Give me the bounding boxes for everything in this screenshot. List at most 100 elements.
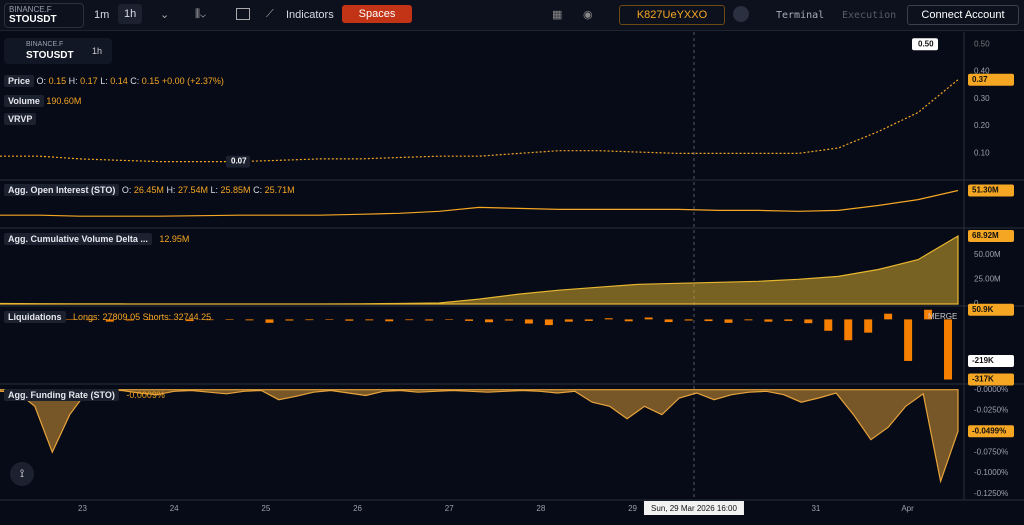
liq-bar — [225, 319, 234, 320]
y-tick-label: 0.30 — [974, 94, 990, 103]
liq-bar — [365, 319, 374, 321]
liq-bar — [664, 319, 673, 323]
x-tick-label: 26 — [353, 504, 362, 513]
funding-legend: Agg. Funding Rate (STO) -0.0009% — [4, 389, 165, 401]
high-label: 0.50 — [918, 39, 934, 48]
liq-bar — [325, 319, 334, 320]
x-tick-label: 31 — [811, 504, 820, 513]
liq-bar — [524, 319, 533, 324]
value-box — [968, 73, 1014, 86]
liq-bar — [405, 319, 414, 321]
interval[interactable]: 1m — [94, 9, 110, 21]
liq-bar — [704, 319, 713, 322]
account-button[interactable]: K827UeYXXO — [619, 5, 725, 25]
value: (+2.37%) — [187, 76, 224, 86]
liq-bar — [65, 319, 74, 320]
oi-legend: Agg. Open Interest (STO) O: 26.45M H: 27… — [4, 184, 295, 196]
value: 0.14 — [110, 76, 128, 86]
liq-bar — [425, 319, 434, 321]
value: -0.0009% — [126, 390, 165, 400]
field-label: C: — [253, 185, 263, 195]
spaces-button[interactable]: Spaces — [342, 5, 412, 23]
field-label: L: — [100, 76, 108, 86]
value-box-label: -317K — [972, 375, 994, 384]
interval[interactable]: 1h — [118, 4, 143, 24]
label: Agg. Open Interest (STO) — [4, 184, 120, 196]
label: Volume — [4, 95, 44, 107]
high-axis: 0.50 — [974, 39, 990, 48]
value: 27.54M — [177, 185, 208, 195]
liq-bar — [245, 319, 254, 321]
exchange: BINANCE.F — [26, 41, 64, 48]
tab[interactable]: Terminal — [776, 10, 825, 21]
value: 26.45M — [133, 185, 164, 195]
tab[interactable]: Execution — [842, 10, 897, 21]
chart-type[interactable]: ⫼⌄ — [195, 8, 206, 20]
value-box — [968, 229, 1014, 242]
value-box-label: 51.30M — [972, 186, 999, 195]
liq-bar — [205, 319, 214, 321]
liq-bar — [684, 319, 693, 321]
liq-bar — [105, 319, 114, 322]
high-box — [912, 38, 938, 51]
label: Agg. Funding Rate (STO) — [4, 389, 119, 401]
value-box-label: 68.92M — [972, 231, 999, 240]
y-tick-label: 0.20 — [974, 121, 990, 130]
field-label: H: — [166, 185, 176, 195]
liq-bar — [125, 319, 134, 321]
label: Liquidations — [4, 311, 66, 323]
cvd-legend: Agg. Cumulative Volume Delta ... 12.95M — [4, 233, 189, 245]
shorts: Shorts: 32744.25 — [142, 312, 212, 322]
y-tick-label: -0.1250% — [974, 489, 1008, 498]
y-tick-label: 0.50 — [974, 39, 990, 48]
funding-area — [0, 389, 959, 484]
indicators[interactable]: Indicators — [286, 9, 334, 21]
low-box — [226, 155, 250, 168]
interval: 1h — [92, 46, 103, 56]
liq-bar — [884, 313, 893, 320]
liq-bar — [624, 319, 633, 322]
liq-bar — [564, 319, 573, 322]
liq-bar — [904, 319, 913, 361]
y-tick-label: -0.1000% — [974, 468, 1008, 477]
liq-bar — [465, 319, 474, 321]
y-tick-label: 0.10 — [974, 149, 990, 158]
y-tick-label: -0.0750% — [974, 447, 1008, 456]
liq-bar — [764, 319, 773, 322]
liq-bar — [285, 319, 294, 321]
liq-bar — [864, 319, 873, 333]
cvd-area — [0, 234, 959, 305]
camera-icon[interactable]: ◉ — [583, 9, 593, 21]
logo[interactable]: ⟟ — [10, 462, 34, 486]
y-tick-label: 25.00M — [974, 274, 1001, 283]
price-legend: Price O: 0.15 H: 0.17 L: 0.14 C: 0.15 +0… — [4, 75, 224, 87]
y-tick-label: 0.40 — [974, 67, 990, 76]
label: Agg. Cumulative Volume Delta ... — [4, 233, 152, 245]
connect-button[interactable]: Connect Account — [907, 5, 1019, 25]
grid-icon[interactable]: ▦ — [552, 9, 563, 21]
liq-bar — [644, 317, 653, 320]
avatar[interactable] — [733, 6, 749, 22]
liq-bar — [804, 319, 813, 324]
layout[interactable] — [236, 8, 250, 20]
value: 25.85M — [220, 185, 251, 195]
icon: ⟋ — [266, 8, 274, 20]
liq-bar — [584, 319, 593, 321]
symbol-box[interactable]: BINANCE.F STOUSDT — [4, 3, 84, 28]
merge-button[interactable]: MERGE — [928, 312, 958, 321]
price-line — [0, 79, 959, 163]
dropdown[interactable]: ⌄ — [160, 9, 170, 21]
liq-bar — [724, 319, 733, 323]
symbol-card: BINANCE.F STOUSDT 1h — [4, 38, 112, 64]
value-box-label: -219K — [972, 356, 994, 365]
crosshair-label: Sun, 29 Mar 2026 16:00 — [651, 504, 737, 513]
field-label: H: — [68, 76, 78, 86]
liq-bar — [305, 319, 314, 321]
liq-bar — [385, 319, 394, 322]
liq-bar — [504, 319, 513, 321]
crosshair-box — [643, 501, 744, 515]
x-tick-label: 24 — [170, 504, 179, 513]
value-box-label: 0.37 — [972, 75, 988, 84]
